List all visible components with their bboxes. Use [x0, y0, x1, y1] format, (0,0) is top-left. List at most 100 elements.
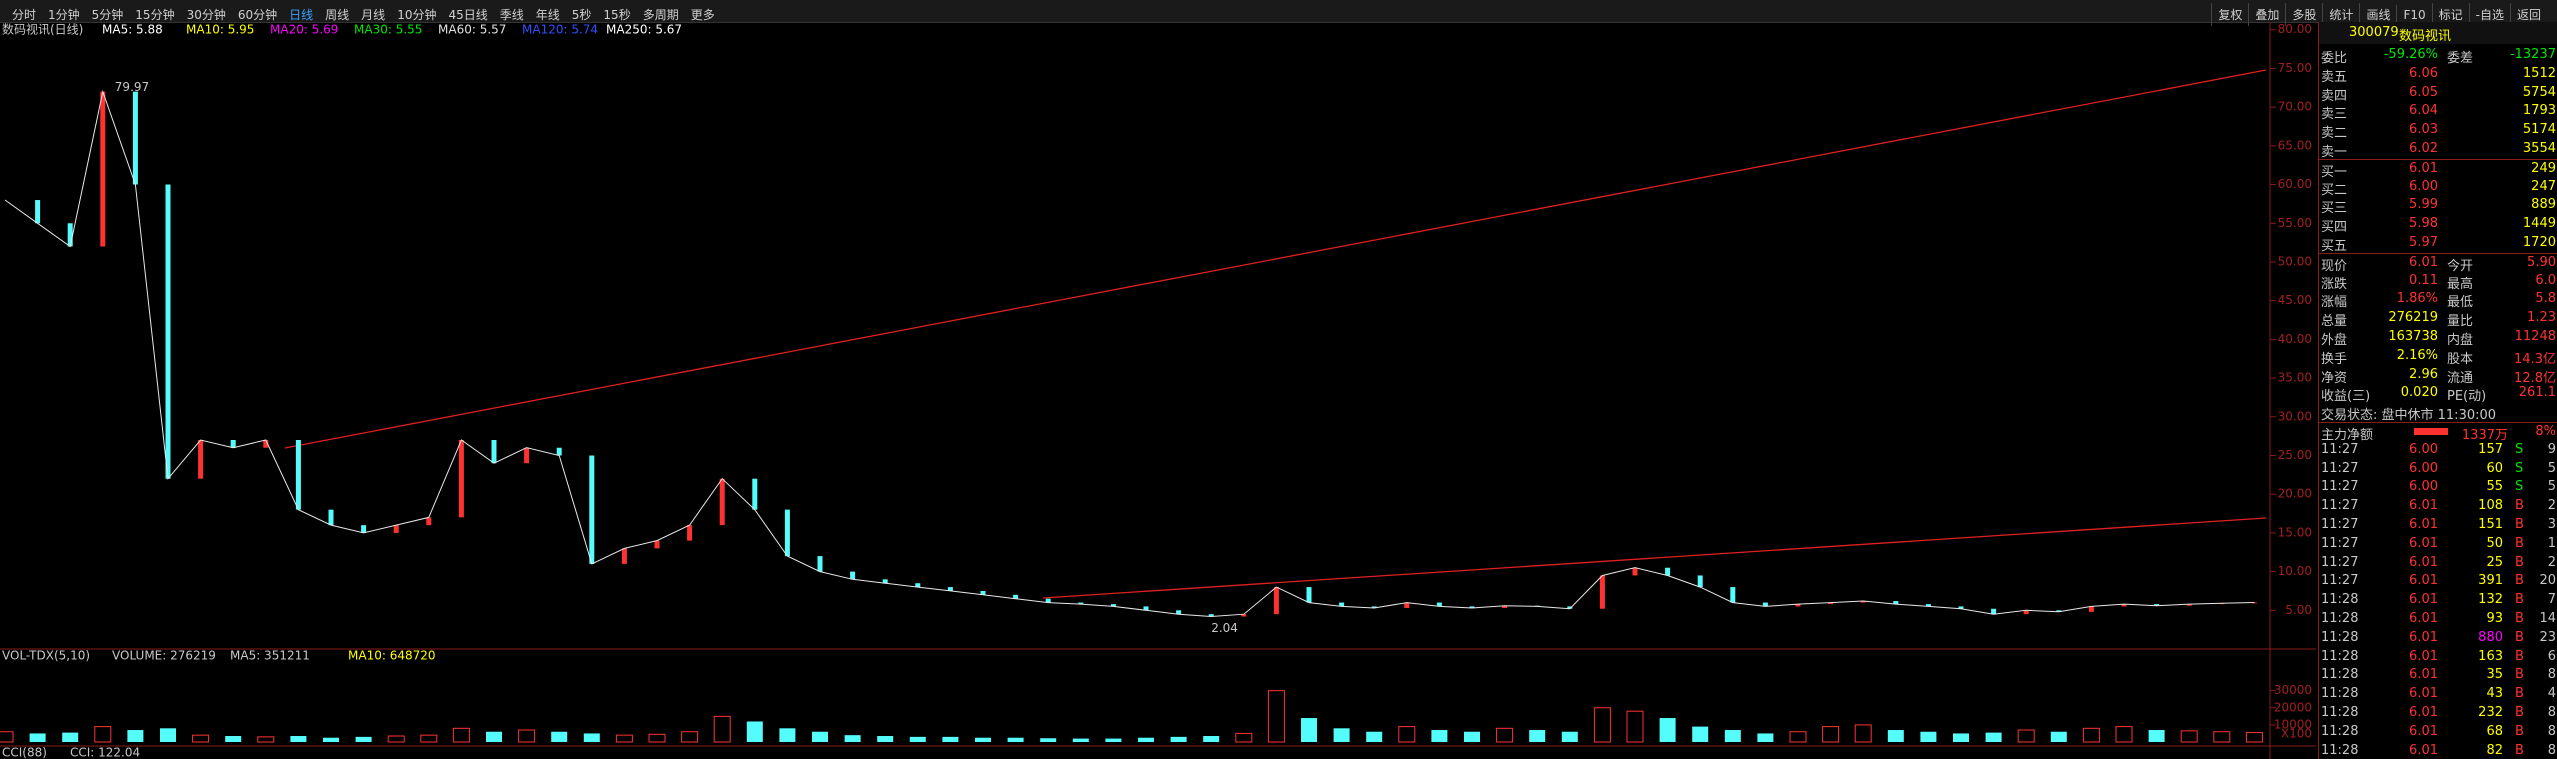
trade-volume: 60 — [2486, 460, 2503, 476]
panel-row: 买五 5.97 1720 — [2319, 234, 2557, 254]
book-price: 6.01 — [2409, 160, 2438, 176]
volume-bar — [2017, 729, 2035, 743]
period-tab[interactable]: 更多 — [690, 8, 715, 22]
trade-side: B — [2515, 611, 2524, 626]
trade-time: 11:28 — [2321, 667, 2359, 683]
period-tab[interactable]: 30分钟 — [186, 8, 226, 22]
stat-label: 涨跌 — [2321, 276, 2348, 292]
trade-price: 6.01 — [2409, 686, 2438, 702]
trade-time: 11:28 — [2321, 592, 2359, 608]
period-tab[interactable]: 分时 — [12, 8, 37, 22]
period-tab[interactable]: 周线 — [325, 8, 350, 22]
trade-side: B — [2515, 592, 2524, 608]
volume-bar — [323, 737, 339, 742]
trade-price: 6.01 — [2409, 554, 2438, 570]
trade-count: 3 — [2547, 517, 2556, 532]
period-tab[interactable]: 月线 — [361, 8, 386, 22]
volume-bar — [583, 733, 600, 742]
volume-bar — [1496, 727, 1514, 743]
trade-side: S — [2515, 460, 2524, 476]
trade-status: 交易状态: 盘中休市 11:30:00 — [2321, 408, 2497, 424]
panel-row: 11:28 6.01 163 B 6 — [2319, 648, 2557, 667]
panel-row: 11:28 6.01 43 B 4 — [2319, 685, 2557, 704]
trade-side: B — [2515, 723, 2524, 739]
trade-volume: 108 — [2478, 498, 2503, 514]
panel-row: 11:28 6.01 82 B 8 — [2319, 742, 2557, 759]
period-tab[interactable]: 5秒 — [571, 8, 592, 22]
panel-row: 11:28 6.01 880 B 23 — [2319, 629, 2557, 648]
stat-value: 6.01 — [2409, 254, 2438, 270]
trade-side: S — [2515, 479, 2524, 495]
volume-stat: VOLUME: 276219 — [112, 649, 216, 663]
trade-price: 6.00 — [2409, 441, 2438, 457]
trade-volume: 82 — [2486, 742, 2503, 758]
volume-bar — [779, 728, 796, 742]
trade-price: 6.01 — [2409, 535, 2438, 551]
toolbar-button[interactable]: 返回 — [2509, 3, 2547, 26]
y-tick-label: 70.00 — [2278, 100, 2312, 114]
volume-bar — [1953, 733, 1969, 742]
trade-price: 6.01 — [2409, 611, 2438, 626]
book-label: 卖三 — [2321, 107, 2348, 123]
low-annotation: 2.04 — [1211, 621, 1238, 635]
period-tab[interactable]: 45日线 — [448, 8, 488, 22]
book-price: 5.98 — [2409, 216, 2438, 232]
period-tab[interactable]: 15分钟 — [135, 8, 175, 22]
period-tab[interactable]: 季线 — [499, 8, 524, 22]
period-tab[interactable]: 10分钟 — [397, 8, 437, 22]
volume-bar — [420, 734, 438, 743]
toolbar-button[interactable]: 画线 — [2359, 3, 2396, 26]
book-label: 买二 — [2321, 182, 2348, 198]
y-tick-label: 20000 — [2274, 700, 2312, 714]
stat-label: 总量 — [2321, 314, 2348, 330]
toolbar-button[interactable]: 统计 — [2322, 3, 2359, 26]
panel-row: 卖四 6.05 5754 — [2319, 84, 2557, 104]
stat-value: 261.1 — [2518, 385, 2556, 401]
book-price: 6.02 — [2409, 141, 2438, 156]
stat-label: 外盘 — [2321, 333, 2348, 348]
toolbar-button[interactable]: 标记 — [2431, 3, 2469, 26]
book-label: 卖二 — [2321, 126, 2348, 142]
trade-count: 8 — [2547, 742, 2556, 758]
y-tick-label: 80.00 — [2278, 22, 2312, 36]
trade-volume: 391 — [2478, 573, 2503, 589]
volume-bar — [713, 715, 731, 743]
trade-time: 11:27 — [2321, 479, 2359, 495]
period-tab[interactable]: 多周期 — [642, 8, 679, 22]
period-tab[interactable]: 60分钟 — [237, 8, 278, 22]
toolbar-button[interactable]: 多股 — [2285, 3, 2322, 26]
volume-bar — [1724, 730, 1741, 742]
period-tab[interactable]: 5分钟 — [91, 8, 124, 22]
trade-count: 7 — [2547, 592, 2556, 608]
volume-bar — [1235, 732, 1253, 743]
stat-value: 2.96 — [2409, 366, 2438, 382]
trade-volume: 35 — [2486, 667, 2503, 683]
period-tab[interactable]: 15秒 — [603, 8, 631, 22]
book-label: 卖四 — [2321, 88, 2348, 104]
y-tick-label: 35.00 — [2278, 371, 2312, 385]
trade-side: B — [2515, 705, 2524, 720]
period-tab[interactable]: 日线 — [289, 8, 314, 22]
period-tab[interactable]: 1分钟 — [48, 8, 80, 22]
volume-bar — [290, 736, 307, 742]
stat-label: 涨幅 — [2321, 295, 2348, 311]
toolbar-button[interactable]: 叠加 — [2248, 3, 2285, 26]
volume-bar — [2050, 731, 2067, 742]
volume-bar — [909, 736, 926, 742]
trade-count: 5 — [2547, 479, 2556, 495]
panel-row: 11:27 6.00 157 S 9 — [2319, 441, 2557, 460]
volume-bar — [812, 731, 828, 742]
volume-bar — [29, 733, 46, 742]
toolbar-button[interactable]: -自选 — [2468, 3, 2510, 26]
volume-bar — [1366, 731, 1383, 742]
toolbar-button[interactable]: 复权 — [2211, 3, 2248, 26]
trade-time: 11:28 — [2321, 705, 2359, 720]
toolbar-button[interactable]: F10 — [2396, 5, 2431, 25]
trade-price: 6.01 — [2409, 498, 2438, 514]
trade-time: 11:27 — [2321, 460, 2359, 476]
volume-bar — [877, 736, 894, 742]
period-tab[interactable]: 年线 — [535, 8, 560, 22]
panel-row: 交易状态: 盘中休市 11:30:00 — [2319, 403, 2557, 424]
volume-bar — [486, 731, 502, 742]
panel-row: 卖一 6.02 3554 — [2319, 140, 2557, 160]
